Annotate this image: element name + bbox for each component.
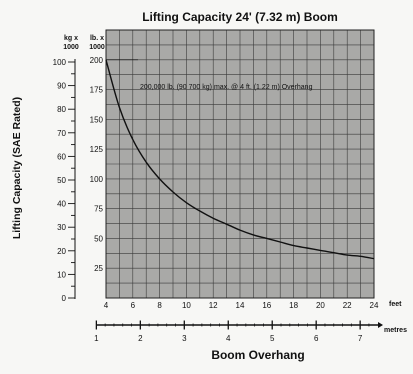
grid bbox=[106, 30, 374, 298]
feet-tick-label: 14 bbox=[236, 301, 245, 310]
lb-tick-label: 75 bbox=[94, 205, 103, 214]
lb-tick-label: 125 bbox=[90, 145, 104, 154]
plot-frame bbox=[105, 29, 375, 299]
feet-tick-label: 6 bbox=[131, 301, 136, 310]
lb-unit-bottom: 1000 bbox=[89, 44, 105, 51]
metres-axis-arrow bbox=[378, 322, 383, 328]
lb-tick-label: 200 bbox=[90, 56, 104, 65]
lb-tick-label: 100 bbox=[90, 175, 104, 184]
metres-tick-label: 3 bbox=[182, 334, 187, 343]
kg-tick-label: 0 bbox=[62, 294, 67, 303]
kg-tick-label: 10 bbox=[57, 270, 66, 279]
capacity-curve bbox=[105, 59, 375, 260]
feet-tick-label: 24 bbox=[370, 301, 379, 310]
kg-tick-label: 70 bbox=[57, 129, 66, 138]
kg-unit-top: kg x bbox=[64, 35, 78, 42]
feet-tick-label: 18 bbox=[289, 301, 298, 310]
feet-tick-label: 12 bbox=[209, 301, 218, 310]
y-axis-label: Lifting Capacity (SAE Rated) bbox=[11, 97, 23, 239]
kg-tick-label: 40 bbox=[57, 200, 66, 209]
kg-unit-bottom: 1000 bbox=[63, 44, 79, 51]
lb-tick-label: 50 bbox=[94, 234, 103, 243]
kg-tick-label: 60 bbox=[57, 152, 66, 161]
feet-unit-label: feet bbox=[389, 301, 402, 308]
lb-tick-label: 25 bbox=[94, 264, 103, 273]
metres-tick-label: 1 bbox=[94, 334, 99, 343]
kg-tick-label: 20 bbox=[57, 247, 66, 256]
kg-tick-label: 80 bbox=[57, 105, 66, 114]
metres-unit-label: metres bbox=[384, 327, 407, 334]
kg-tick-label: 30 bbox=[57, 223, 66, 232]
metres-tick-label: 4 bbox=[226, 334, 231, 343]
feet-tick-label: 4 bbox=[104, 301, 109, 310]
lb-unit-top: lb. x bbox=[90, 35, 104, 42]
lb-tick-label: 150 bbox=[90, 115, 104, 124]
metres-axis: 1 2 3 4 5 6 7 bbox=[94, 320, 383, 343]
feet-axis: 4 6 8 10 12 14 16 18 20 22 24 bbox=[104, 301, 379, 310]
metres-tick-label: 5 bbox=[270, 334, 275, 343]
feet-tick-label: 10 bbox=[182, 301, 191, 310]
feet-tick-label: 20 bbox=[316, 301, 325, 310]
feet-tick-label: 22 bbox=[343, 301, 352, 310]
kg-tick-label: 90 bbox=[57, 82, 66, 91]
kg-axis: 0 10 20 30 40 50 60 70 80 90 100 bbox=[53, 58, 76, 303]
metres-tick-label: 2 bbox=[138, 334, 143, 343]
lb-tick-label: 175 bbox=[90, 86, 104, 95]
chart-title: Lifting Capacity 24' (7.32 m) Boom bbox=[142, 10, 338, 24]
feet-tick-label: 16 bbox=[262, 301, 271, 310]
max-capacity-annotation: 200,000 lb. (90 700 kg) max. @ 4 ft. (1.… bbox=[140, 84, 313, 91]
lb-axis: 25 50 75 100 125 150 175 200 bbox=[90, 56, 104, 273]
feet-tick-label: 8 bbox=[157, 301, 162, 310]
kg-tick-label: 100 bbox=[53, 58, 67, 67]
kg-tick-label: 50 bbox=[57, 176, 66, 185]
metres-tick-label: 7 bbox=[358, 334, 363, 343]
x-axis-label: Boom Overhang bbox=[211, 348, 304, 362]
metres-tick-label: 6 bbox=[314, 334, 319, 343]
